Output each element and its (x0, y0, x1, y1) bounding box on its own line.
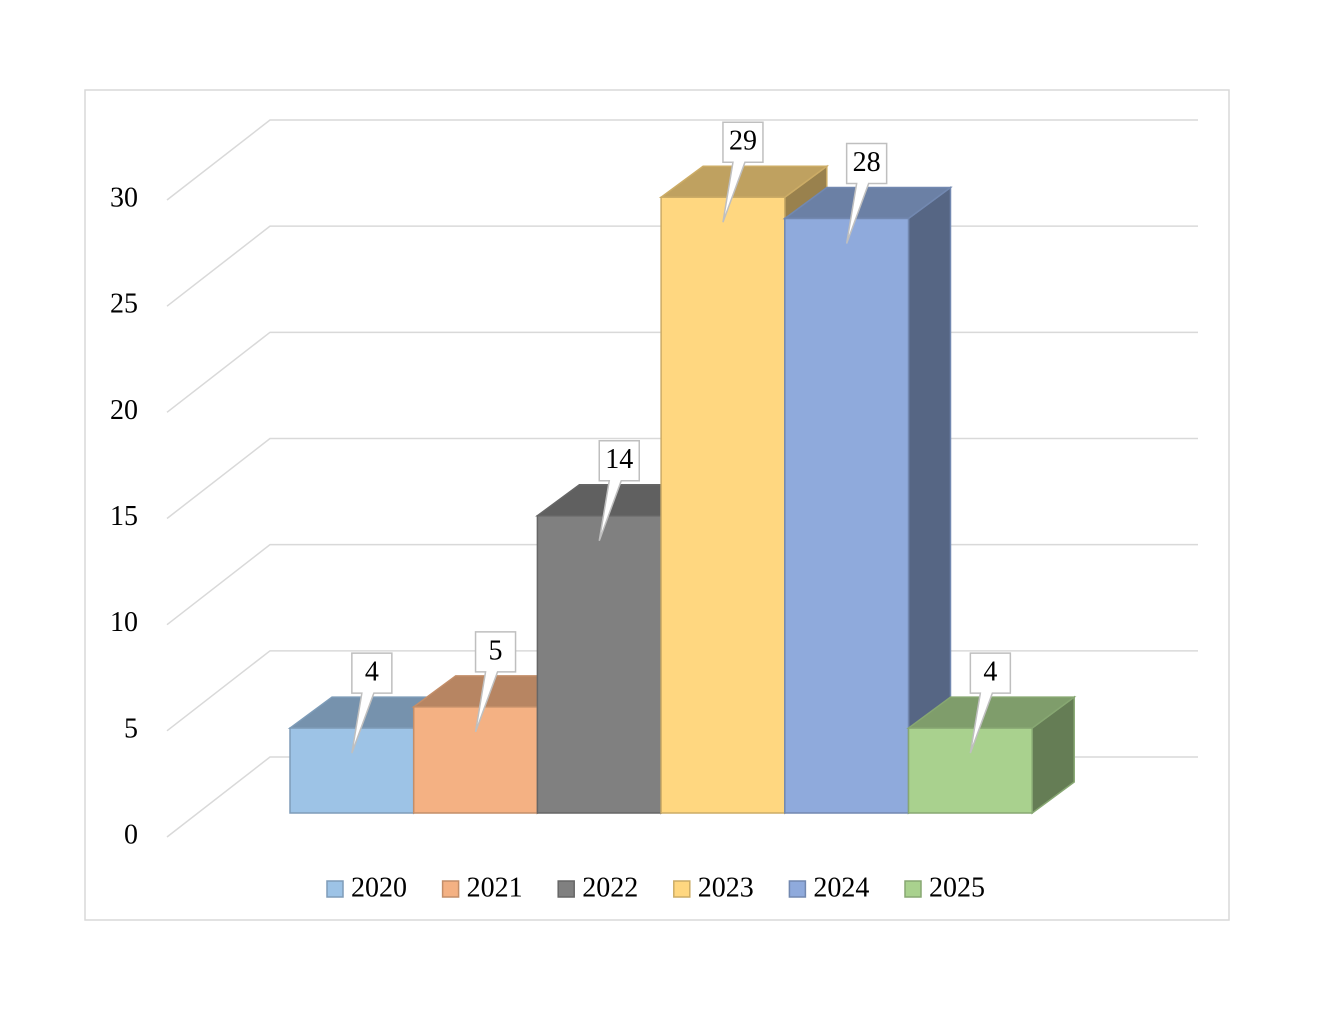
data-label: 5 (489, 635, 503, 666)
data-label-callout (474, 631, 517, 733)
bar (536, 514, 662, 814)
legend-label: 2022 (582, 872, 638, 903)
legend-label: 2025 (929, 872, 985, 903)
y-tick-label: 30 (110, 182, 138, 213)
y-tick-label: 10 (110, 607, 138, 638)
legend-swatch (326, 880, 344, 898)
legend-label: 2020 (351, 872, 407, 903)
legend-swatch (557, 880, 575, 898)
y-tick-label: 0 (124, 819, 138, 850)
bar (784, 217, 910, 814)
data-label-callout (845, 142, 888, 244)
data-label: 14 (605, 444, 633, 475)
legend-swatch (441, 880, 460, 898)
legend-label: 2024 (813, 872, 869, 903)
y-tick-label: 15 (110, 501, 138, 532)
data-label-callout (969, 652, 1012, 754)
legend-label: 2023 (698, 872, 754, 903)
y-tick-label: 5 (124, 713, 138, 744)
y-tick-label: 20 (110, 395, 138, 426)
legend-label: 2021 (467, 872, 523, 903)
data-label: 4 (365, 656, 379, 687)
bar (412, 706, 539, 814)
legend-swatch (673, 880, 691, 898)
legend-swatch (788, 880, 807, 898)
data-label-callout (351, 652, 393, 754)
data-label-callout (722, 121, 764, 223)
data-label: 4 (983, 656, 997, 687)
data-label-callout (598, 439, 640, 541)
legend-swatch (904, 880, 922, 898)
y-tick-label: 25 (110, 289, 138, 320)
grid-line (166, 119, 1198, 201)
bar (289, 727, 415, 814)
data-label: 29 (729, 126, 757, 157)
data-label: 28 (853, 147, 881, 178)
bar (660, 196, 786, 814)
bar (907, 727, 1033, 814)
